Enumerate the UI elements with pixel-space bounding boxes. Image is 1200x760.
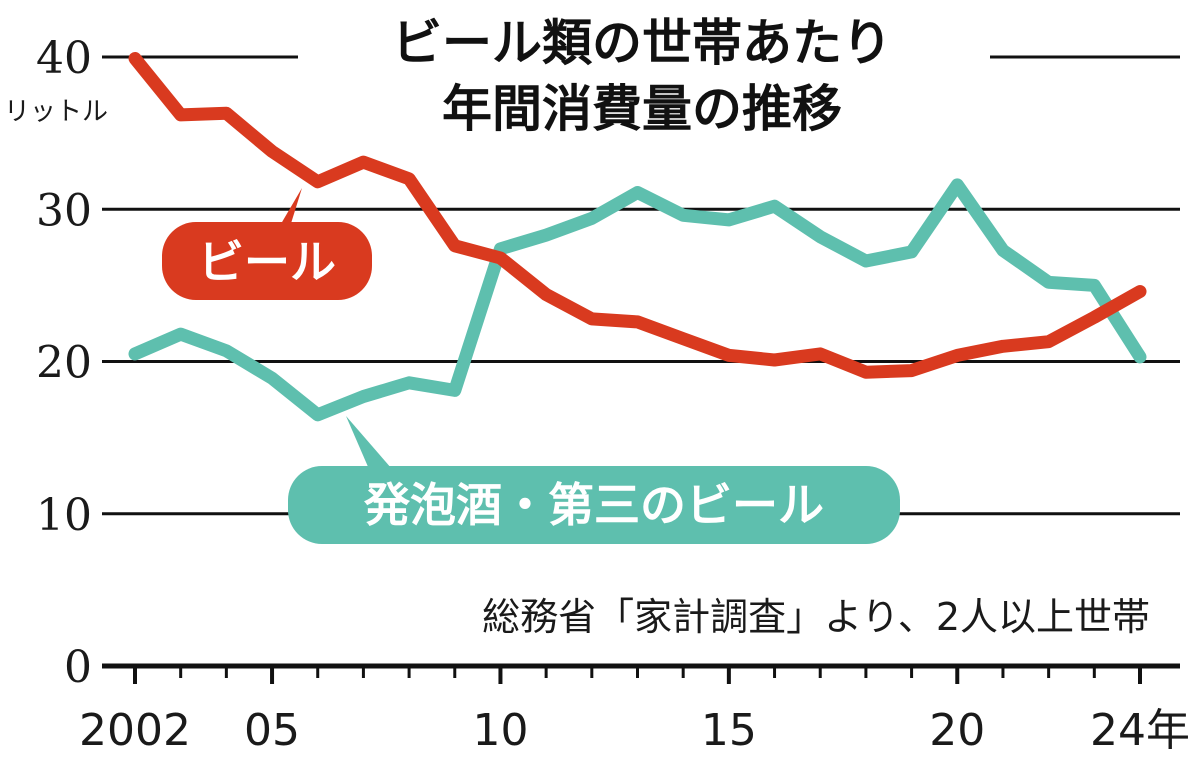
x-tick-label-2020: 20: [929, 705, 985, 756]
x-tick-label-2005: 05: [244, 705, 300, 756]
x-tick-label-2015: 15: [701, 705, 757, 756]
source-text: 総務省「家計調査」より、2人以上世帯: [482, 595, 1150, 639]
source-note: 総務省「家計調査」より、2人以上世帯: [200, 580, 1160, 642]
legend-beer-label: ビール: [198, 235, 336, 289]
series-line-happoshu: [128, 178, 1147, 422]
series-line-beer: [128, 52, 1147, 379]
x-tick-label-2024: 24年: [1090, 705, 1190, 756]
y-tick-label-0: 0: [64, 642, 92, 693]
axis-labels: 0 10 20 30 40 2002 05 10 15 20 24年: [36, 33, 1190, 756]
legend-happoshu-pill: [288, 466, 900, 544]
x-tick-label-2010: 10: [472, 705, 528, 756]
legend-beer: ビール: [162, 188, 372, 300]
y-tick-label-30: 30: [36, 185, 92, 236]
y-tick-label-40: 40: [36, 33, 92, 84]
legend-happoshu: 発泡酒・第三のビール: [288, 416, 900, 544]
chart-title: ビール類の世帯あたり 年間消費量の推移: [298, 6, 990, 142]
title-line-1: ビール類の世帯あたり: [392, 14, 892, 72]
x-axis: [102, 663, 1180, 684]
legend-beer-pill: [162, 222, 372, 300]
title-line-2: 年間消費量の推移: [442, 80, 842, 138]
series-lines: [128, 52, 1147, 422]
legend-happoshu-pointer: [346, 416, 398, 476]
x-tick-label-2002: 2002: [79, 705, 191, 756]
y-tick-label-20: 20: [36, 338, 92, 389]
y-tick-label-10: 10: [36, 490, 92, 541]
legend-happoshu-label: 発泡酒・第三のビール: [364, 478, 824, 532]
y-axis-unit: リットル: [4, 97, 108, 127]
